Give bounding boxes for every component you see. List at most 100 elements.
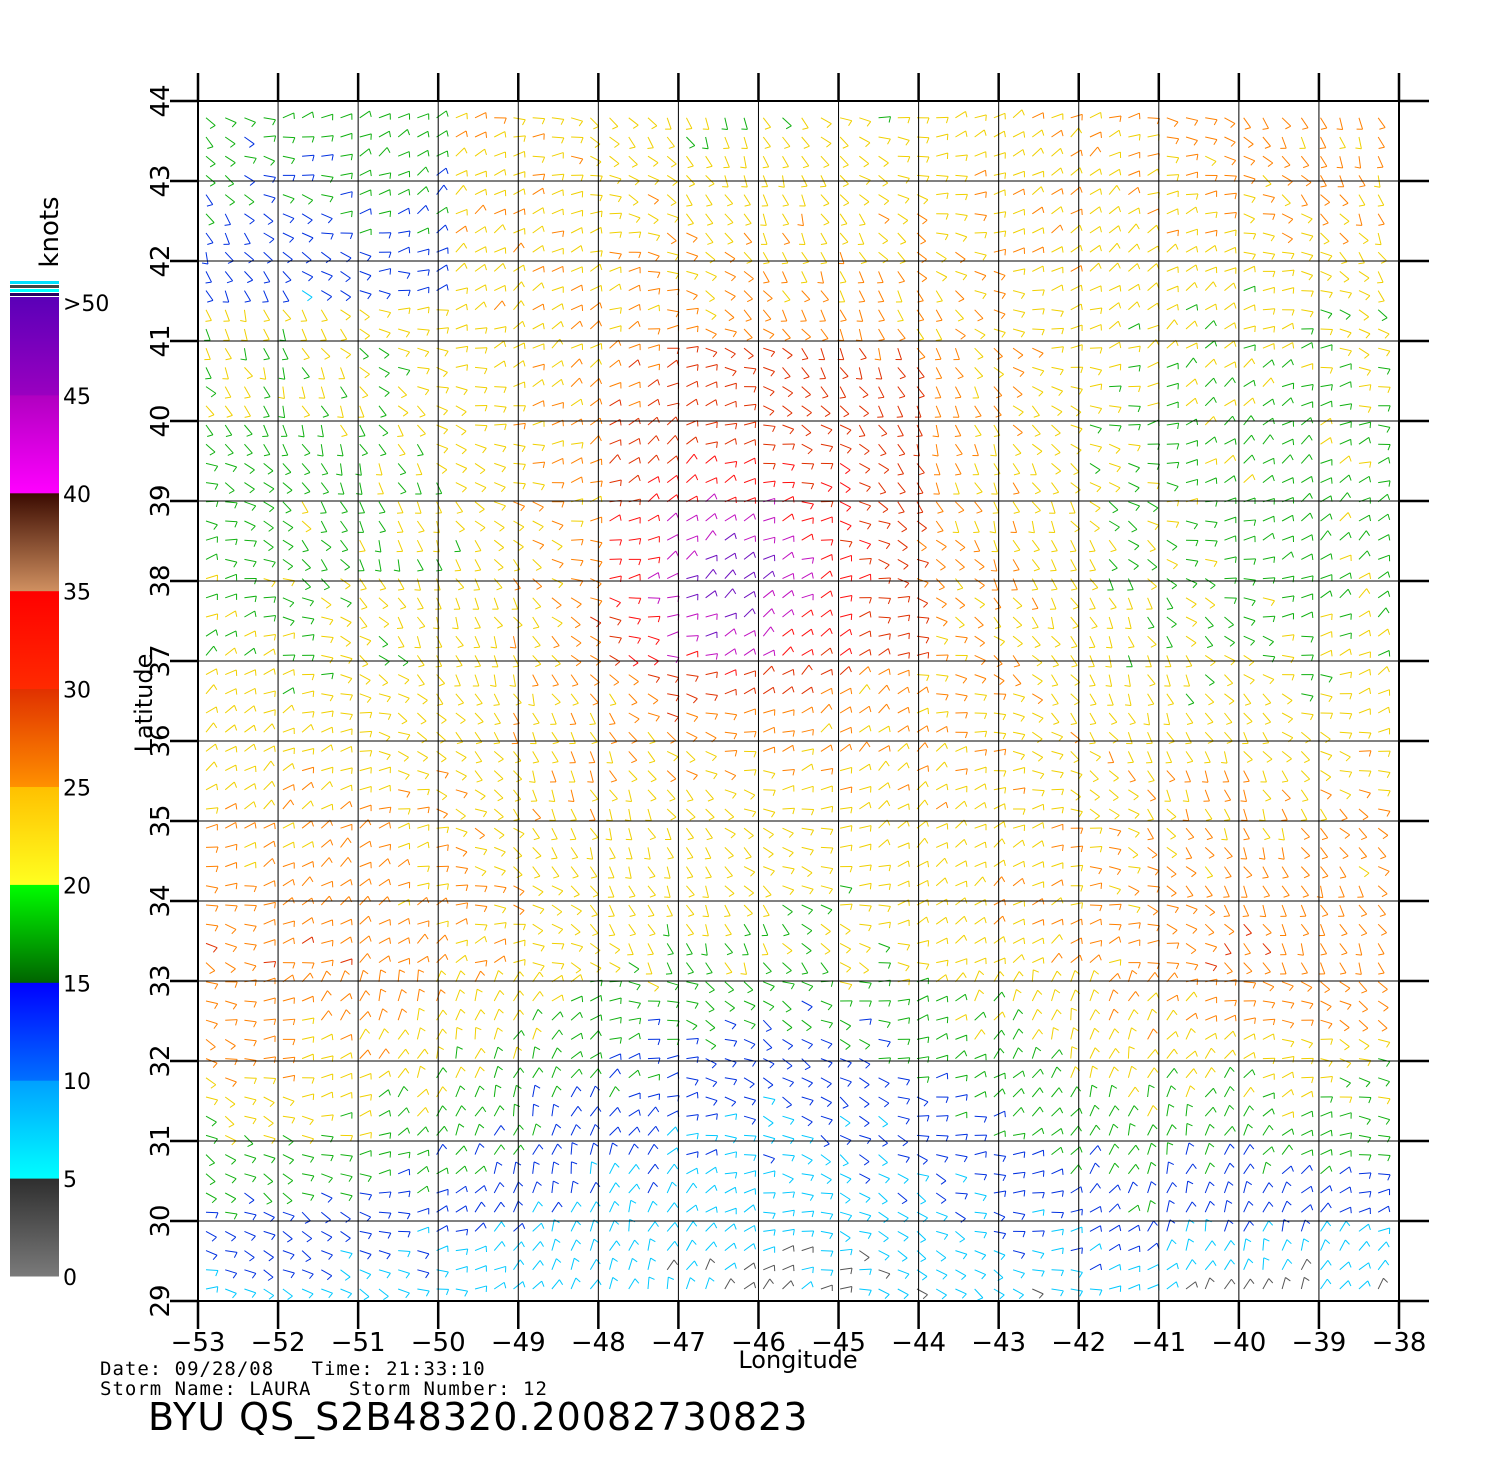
wind-barb xyxy=(205,1039,216,1051)
wind-barb xyxy=(1280,136,1287,149)
wind-barb xyxy=(340,958,353,965)
wind-barb xyxy=(1032,822,1045,829)
wind-barb xyxy=(762,904,770,918)
wind-barb xyxy=(1224,635,1235,647)
wind-barb xyxy=(1051,1087,1063,1098)
wind-barb xyxy=(321,1091,334,1099)
legend-stripe xyxy=(10,293,59,296)
wind-barb xyxy=(321,597,332,609)
wind-barb xyxy=(663,924,670,937)
wind-barb xyxy=(705,1277,715,1290)
wind-barb xyxy=(205,1250,218,1261)
wind-barb xyxy=(1013,808,1026,815)
wind-barb xyxy=(1032,328,1045,336)
wind-barb xyxy=(1262,1073,1275,1080)
wind-barb xyxy=(1147,324,1160,332)
wind-barb xyxy=(551,1029,563,1040)
wind-barb xyxy=(992,501,1000,514)
wind-barb xyxy=(455,208,468,216)
wind-barb xyxy=(397,463,407,476)
wind-barb xyxy=(878,725,891,733)
wind-barb xyxy=(782,496,795,503)
wind-barb xyxy=(1109,827,1122,837)
wind-barb xyxy=(1358,904,1368,917)
wind-barb xyxy=(1185,904,1198,915)
wind-barb xyxy=(378,443,387,457)
wind-barb xyxy=(1378,366,1391,375)
wind-barb xyxy=(936,1054,949,1062)
wind-barb xyxy=(397,1008,408,1021)
wind-barb xyxy=(1108,731,1119,744)
wind-barb xyxy=(321,1288,333,1299)
wind-barb xyxy=(417,1288,430,1297)
wind-barb xyxy=(724,569,737,579)
wind-barb xyxy=(782,1154,795,1162)
lat-tick-label: 32 xyxy=(146,1044,176,1077)
wind-barb xyxy=(724,1038,738,1047)
wind-barb xyxy=(609,962,621,973)
wind-barb xyxy=(282,1231,293,1243)
wind-barb xyxy=(897,784,910,791)
wind-barb xyxy=(609,399,622,407)
wind-barb xyxy=(1224,712,1233,725)
wind-barb xyxy=(955,539,966,552)
wind-barb xyxy=(1358,629,1372,637)
wind-barb xyxy=(955,785,968,793)
wind-barb xyxy=(513,1030,525,1040)
wind-barb xyxy=(205,904,219,912)
wind-barb xyxy=(1051,284,1064,292)
wind-barb xyxy=(1089,424,1102,434)
wind-barb xyxy=(859,630,872,637)
wind-barb xyxy=(1051,1288,1064,1297)
wind-barb xyxy=(859,520,872,530)
wind-barb xyxy=(1128,939,1141,946)
wind-barb xyxy=(340,1192,353,1202)
wind-barb xyxy=(1281,117,1292,130)
wind-barb xyxy=(1300,847,1311,859)
wind-barb xyxy=(263,822,276,830)
wind-barb xyxy=(1358,514,1372,522)
wind-barb xyxy=(1012,131,1026,138)
wind-barb xyxy=(647,1143,659,1155)
wind-barb xyxy=(244,1230,256,1241)
wind-barb xyxy=(532,379,545,388)
wind-barb xyxy=(801,1230,815,1237)
wind-barb xyxy=(321,194,334,203)
wind-barb xyxy=(705,364,718,371)
wind-barb xyxy=(244,962,257,972)
wind-barb xyxy=(551,321,564,330)
storm-name-value: LAURA xyxy=(249,1378,312,1400)
wind-barb xyxy=(625,828,633,841)
wind-barb xyxy=(1262,635,1274,647)
wind-barb xyxy=(532,923,544,935)
wind-barb xyxy=(1204,1067,1216,1079)
wind-barb xyxy=(1281,1089,1294,1098)
wind-barb xyxy=(551,904,563,916)
wind-barb xyxy=(1070,1247,1083,1254)
wind-barb xyxy=(340,1288,353,1299)
wind-barb xyxy=(455,185,468,195)
wind-barb xyxy=(586,847,594,860)
wind-barb xyxy=(378,750,391,761)
wind-barb xyxy=(1051,224,1064,234)
wind-barb xyxy=(376,463,383,476)
wind-barb xyxy=(455,808,466,820)
wind-barb xyxy=(1378,424,1391,433)
legend-band xyxy=(10,1178,59,1277)
wind-barb xyxy=(763,366,775,377)
wind-barb xyxy=(1185,1085,1196,1098)
wind-barb xyxy=(1377,290,1385,303)
wind-barb xyxy=(858,684,871,695)
wind-barb xyxy=(1281,174,1293,186)
wind-barb xyxy=(1339,808,1348,821)
wind-barb xyxy=(301,111,315,119)
wind-barb xyxy=(1301,213,1313,224)
wind-barb xyxy=(1031,1046,1042,1059)
wind-barb xyxy=(724,1096,737,1107)
wind-barb xyxy=(205,962,216,975)
wind-barb xyxy=(1262,866,1269,879)
wind-barb xyxy=(724,1171,738,1179)
wind-barb xyxy=(666,1276,674,1290)
wind-barb xyxy=(763,1246,776,1253)
wind-barb xyxy=(244,213,255,225)
